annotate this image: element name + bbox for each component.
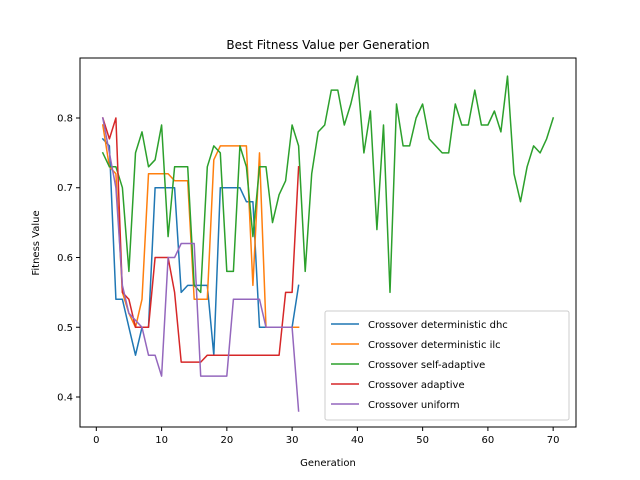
x-tick-label: 20 <box>220 435 233 446</box>
legend-entry-3: Crossover self-adaptive <box>368 360 485 371</box>
x-tick-label: 50 <box>416 435 429 446</box>
legend: Crossover deterministic dhc Crossover det… <box>324 310 570 421</box>
series-line-3 <box>101 75 555 294</box>
x-tick-label: 10 <box>155 435 168 446</box>
y-tick-label: 0.6 <box>57 253 73 264</box>
legend-entry-5: Crossover uniform <box>368 400 460 411</box>
y-axis-label: Fitness Value <box>31 210 42 275</box>
x-tick-label: 0 <box>93 435 99 446</box>
x-tick-label: 30 <box>286 435 299 446</box>
y-tick-label: 0.7 <box>57 183 73 194</box>
y-tick-label: 0.4 <box>57 393 73 404</box>
plot-frame <box>79 57 577 428</box>
y-tick-label: 0.5 <box>57 323 73 334</box>
legend-box <box>324 310 570 421</box>
legend-entry-4: Crossover adaptive <box>368 380 465 391</box>
chart-title: Best Fitness Value per Generation <box>226 38 429 52</box>
series-layer <box>101 75 555 412</box>
legend-entry-2: Crossover deterministic ilc <box>368 340 501 351</box>
x-tick-label: 60 <box>482 435 495 446</box>
series-line-5 <box>101 117 300 412</box>
legend-entry-1: Crossover deterministic dhc <box>368 320 508 331</box>
y-tick-label: 0.8 <box>57 113 73 124</box>
x-axis-label: Generation <box>300 458 356 469</box>
x-tick-label: 70 <box>547 435 560 446</box>
x-tick-label: 40 <box>351 435 364 446</box>
axes-layer: 0 10 20 30 40 50 60 70 0.4 0.5 0.6 0.7 0.8 <box>57 57 577 446</box>
